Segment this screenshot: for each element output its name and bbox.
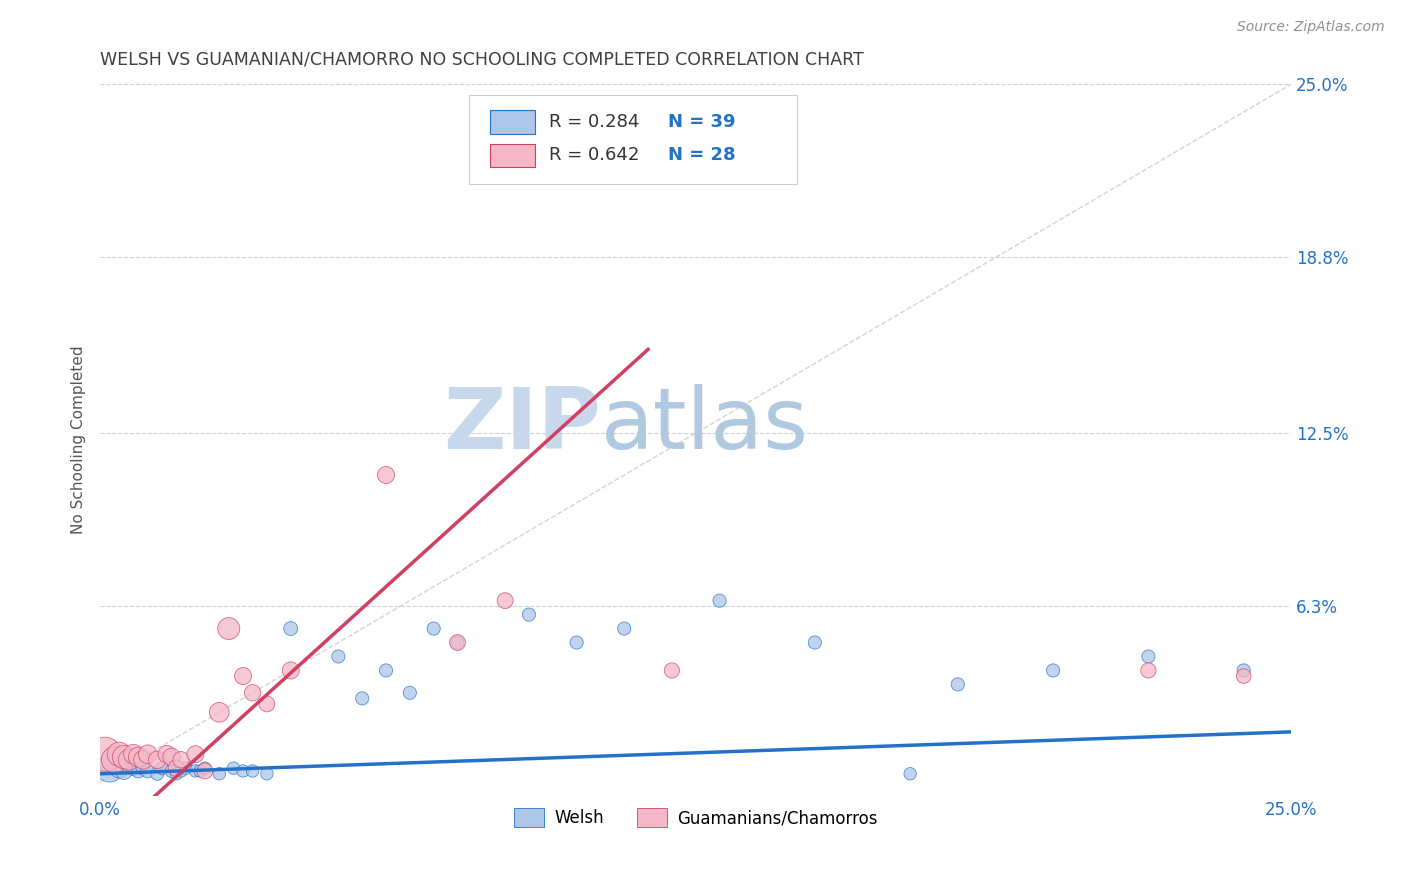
Point: [160, 764, 183, 778]
Point: [165, 766, 187, 780]
Point: [946, 677, 969, 691]
FancyBboxPatch shape: [489, 111, 534, 134]
Point: [398, 686, 420, 700]
Point: [232, 764, 254, 778]
Text: ZIP: ZIP: [443, 384, 600, 467]
Point: [208, 706, 231, 720]
Point: [174, 761, 197, 775]
Point: [446, 635, 468, 649]
Point: [446, 635, 468, 649]
Point: [108, 761, 131, 775]
Point: [127, 750, 149, 764]
Point: [194, 764, 217, 778]
Point: [709, 593, 731, 607]
Point: [112, 750, 135, 764]
Point: [422, 622, 444, 636]
Text: Source: ZipAtlas.com: Source: ZipAtlas.com: [1237, 20, 1385, 34]
Point: [170, 764, 193, 778]
Point: [122, 761, 145, 775]
Point: [280, 664, 302, 678]
Point: [146, 766, 169, 780]
Point: [108, 747, 131, 762]
Point: [132, 761, 155, 775]
Point: [184, 764, 207, 778]
Point: [517, 607, 540, 622]
Y-axis label: No Schooling Completed: No Schooling Completed: [72, 346, 86, 534]
Point: [184, 747, 207, 762]
Point: [242, 764, 264, 778]
Text: N = 28: N = 28: [668, 146, 735, 164]
Point: [132, 753, 155, 767]
Point: [494, 593, 516, 607]
Point: [194, 761, 217, 775]
Point: [1233, 664, 1256, 678]
Text: WELSH VS GUAMANIAN/CHAMORRO NO SCHOOLING COMPLETED CORRELATION CHART: WELSH VS GUAMANIAN/CHAMORRO NO SCHOOLING…: [100, 51, 863, 69]
Point: [118, 758, 141, 772]
Point: [328, 649, 350, 664]
Point: [118, 753, 141, 767]
Point: [232, 669, 254, 683]
Point: [804, 635, 827, 649]
Text: R = 0.642: R = 0.642: [550, 146, 640, 164]
Point: [94, 747, 117, 762]
Point: [156, 747, 179, 762]
Point: [375, 664, 398, 678]
Text: N = 39: N = 39: [668, 113, 735, 131]
Point: [208, 766, 231, 780]
Point: [242, 686, 264, 700]
Point: [1137, 664, 1160, 678]
Point: [136, 747, 159, 762]
Point: [112, 764, 135, 778]
Point: [280, 622, 302, 636]
FancyBboxPatch shape: [489, 144, 534, 168]
Point: [375, 468, 398, 483]
Point: [898, 766, 921, 780]
Point: [218, 622, 240, 636]
Point: [122, 747, 145, 762]
Point: [146, 753, 169, 767]
Point: [256, 697, 278, 711]
Point: [150, 761, 173, 775]
Point: [165, 761, 187, 775]
Point: [1042, 664, 1064, 678]
Point: [98, 761, 121, 775]
Point: [160, 750, 183, 764]
Point: [1137, 649, 1160, 664]
Text: atlas: atlas: [600, 384, 808, 467]
Point: [103, 753, 125, 767]
Point: [613, 622, 636, 636]
Point: [136, 764, 159, 778]
Point: [188, 764, 211, 778]
Point: [170, 753, 193, 767]
Point: [127, 764, 149, 778]
Point: [1233, 669, 1256, 683]
Point: [256, 766, 278, 780]
Point: [565, 635, 588, 649]
Point: [222, 761, 245, 775]
Text: R = 0.284: R = 0.284: [550, 113, 640, 131]
FancyBboxPatch shape: [470, 95, 797, 184]
Point: [661, 664, 683, 678]
Legend: Welsh, Guamanians/Chamorros: Welsh, Guamanians/Chamorros: [508, 801, 884, 834]
Point: [352, 691, 374, 706]
